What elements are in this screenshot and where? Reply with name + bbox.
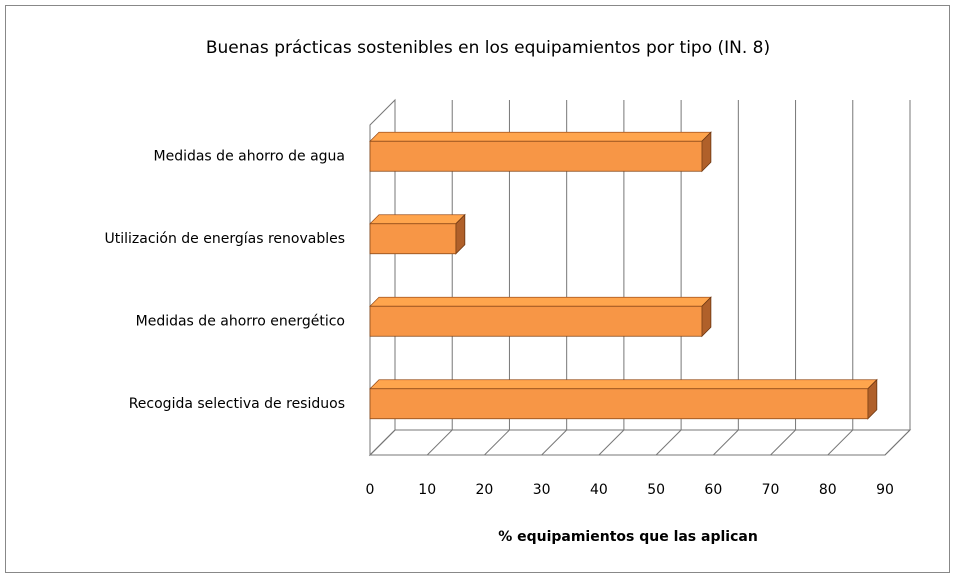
bar-top [369, 296, 712, 307]
floor-grid-line [884, 429, 911, 456]
x-tick-label: 40 [590, 482, 608, 498]
x-tick-label: 80 [819, 482, 837, 498]
x-tick-label: 60 [704, 482, 722, 498]
floor-grid-line [712, 429, 739, 456]
floor-grid-line [426, 429, 453, 456]
floor-grid-line [541, 429, 568, 456]
bar [369, 305, 703, 337]
x-axis-title: % equipamientos que las aplican [498, 529, 758, 545]
x-tick-label: 0 [366, 482, 375, 498]
floor-grid-line [484, 429, 510, 456]
x-tick-label: 70 [762, 482, 780, 498]
chart-title: Buenas prácticas sostenibles en los equi… [206, 38, 770, 58]
floor-grid-line [369, 429, 396, 456]
x-tick-label: 10 [418, 482, 436, 498]
floor-grid-line [655, 429, 682, 456]
bar-top [369, 131, 712, 142]
chart-border [5, 5, 950, 573]
bar-top [369, 379, 878, 390]
bar [369, 223, 457, 255]
y-tick-label: Medidas de ahorro energético [136, 313, 345, 329]
floor-grid-line [770, 429, 796, 456]
bar [369, 388, 869, 420]
x-tick-label: 30 [533, 482, 551, 498]
y-tick-label: Recogida selectiva de residuos [129, 396, 345, 412]
floor-grid-line [598, 429, 625, 456]
y-tick-label: Medidas de ahorro de agua [154, 148, 346, 164]
x-tick-label: 90 [876, 482, 894, 498]
bar [369, 140, 703, 172]
x-tick-label: 50 [647, 482, 665, 498]
x-tick-label: 20 [476, 482, 494, 498]
bar-top [369, 214, 466, 225]
y-tick-label: Utilización de energías renovables [104, 231, 345, 247]
floor-grid-line [827, 429, 854, 456]
